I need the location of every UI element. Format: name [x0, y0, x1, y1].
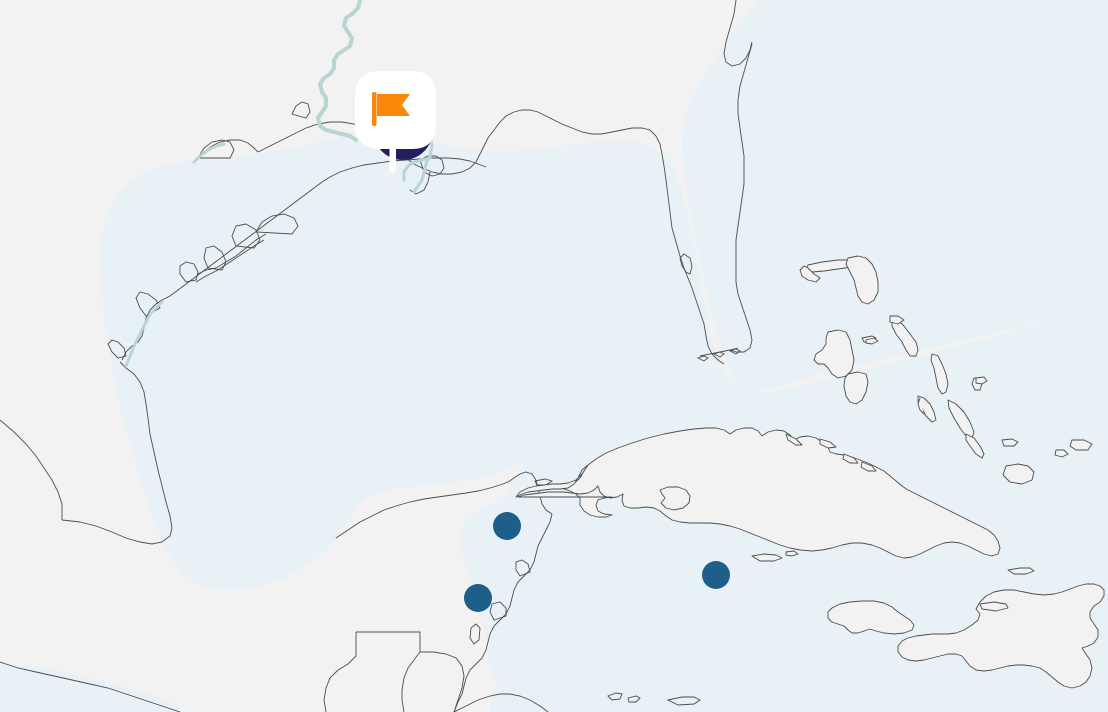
coastline-mexico-pacific — [0, 419, 63, 520]
river-louisiana-marsh — [192, 142, 226, 164]
island-eleuthera — [891, 317, 919, 357]
coastline-texas-inlet-4 — [203, 245, 227, 271]
island-cay-cuba-2 — [819, 438, 837, 449]
island-holbox — [534, 478, 554, 486]
river-coastal-marsh — [402, 156, 432, 182]
island-key-2 — [712, 351, 725, 358]
island-guanaja — [666, 696, 701, 706]
coastline-yucatan-lagoon — [515, 559, 531, 577]
coastline-texas-galveston — [195, 239, 265, 283]
river-texas-coast-lagoon — [124, 300, 164, 368]
border-mexico-state — [323, 632, 357, 712]
coastline-tampa-bay — [679, 253, 693, 275]
coastline-florida-east — [723, 0, 753, 67]
coastline-yucatan — [335, 477, 515, 539]
island-cay-cuba-4 — [860, 461, 877, 472]
island-cozumel — [469, 623, 481, 645]
coastline-texas-inlet-7 — [197, 233, 267, 275]
island-caicos — [1069, 439, 1093, 451]
island-acklins — [965, 433, 985, 459]
island-mayaguana — [1001, 438, 1019, 447]
coastline-gulf-north — [61, 361, 173, 545]
coastline-texas-inlet-5 — [231, 223, 261, 249]
coastline-florida-east-lower — [729, 43, 753, 353]
coastline-texas-inlet-3 — [179, 261, 199, 283]
coastline-delta-small — [291, 101, 311, 119]
island-isla-de-la-juventud — [659, 486, 691, 511]
island-abaco — [845, 255, 879, 305]
coastline-texas-inlet-6 — [255, 213, 299, 235]
marker-blue-2[interactable] — [464, 584, 492, 612]
island-cay-cuba-3 — [842, 453, 859, 464]
island-grand-bahama-west — [799, 265, 821, 283]
island-new-providence — [843, 371, 869, 405]
island-andros — [813, 329, 855, 379]
island-bahamas-small-1 — [865, 337, 879, 345]
coastline-belize-lagoon — [489, 601, 507, 621]
island-turks — [1054, 449, 1069, 458]
water-atlantic-northeast — [682, 0, 1108, 390]
island-key-3 — [728, 348, 741, 355]
border-mexico-guatemala — [356, 631, 421, 712]
island-cuba-west-tip — [515, 464, 589, 498]
island-gonave — [979, 601, 1009, 612]
island-cay-cuba-1 — [785, 433, 803, 446]
river-tributary-delta — [412, 170, 426, 194]
coastline-texas-inlet-1 — [107, 339, 127, 359]
marker-blue-1[interactable] — [493, 512, 521, 540]
water-bay-honduras — [490, 682, 528, 712]
island-key-1 — [696, 355, 709, 362]
island-inagua — [1002, 463, 1035, 485]
island-exuma-chain — [917, 397, 925, 415]
island-jamaica — [827, 600, 915, 635]
island-cat — [930, 353, 949, 395]
coastline-louisiana-bay — [197, 139, 235, 159]
river-mississippi — [316, 0, 362, 142]
coastline-texas-barrier — [121, 157, 487, 361]
border-guatemala-belize — [420, 651, 465, 712]
coastline-mexico-southwest — [0, 661, 181, 712]
island-cayman-brac — [785, 550, 799, 557]
island-bahamas-small-2 — [975, 376, 988, 385]
marker-blue-3[interactable] — [702, 561, 730, 589]
coastline-honduras-north — [453, 693, 549, 712]
island-eleuthera-north — [889, 315, 905, 325]
coastline-florida-west — [671, 227, 725, 365]
island-roatan — [607, 692, 623, 701]
flag-icon — [372, 92, 410, 126]
island-cayman — [751, 553, 783, 562]
island-tortuga — [1007, 567, 1035, 575]
island-hispaniola — [897, 583, 1105, 689]
island-utila — [627, 695, 641, 703]
